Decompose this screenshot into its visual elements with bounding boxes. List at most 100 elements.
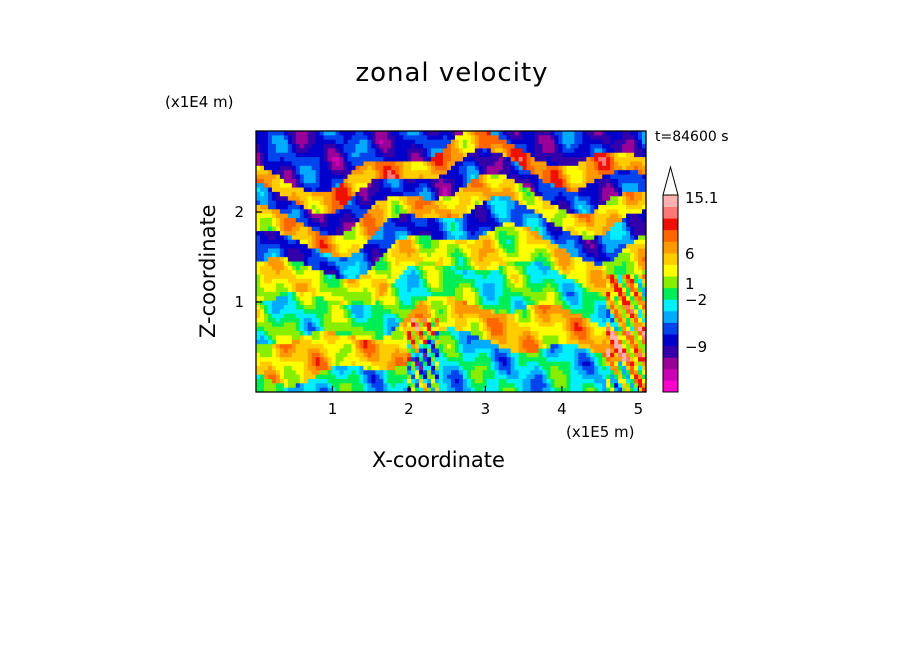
field-cell [256, 283, 261, 289]
field-cell [383, 261, 388, 267]
field-cell [466, 387, 472, 392]
field-cell [554, 374, 560, 380]
field-cell [474, 370, 480, 376]
field-cell [490, 131, 496, 136]
field-cell [530, 352, 536, 358]
field-cell [534, 326, 540, 332]
field-cell [518, 187, 524, 193]
field-cell [256, 257, 261, 263]
field-cell [490, 296, 496, 302]
field-cell [347, 174, 353, 180]
field-cell [375, 291, 380, 297]
field-cell [562, 344, 568, 350]
field-cell [427, 274, 432, 280]
field-cell [451, 335, 456, 341]
field-cell [411, 261, 416, 267]
field-cell [271, 378, 277, 384]
field-cell [299, 370, 305, 376]
field-cell [319, 287, 325, 293]
field-cell [498, 148, 504, 154]
field-cell [470, 244, 476, 250]
field-cell [462, 170, 468, 176]
field-cell [546, 348, 552, 354]
field-cell [550, 161, 556, 167]
field-cell [482, 135, 488, 141]
field-cell [319, 152, 325, 158]
field-cell [399, 161, 404, 167]
field-cell [283, 244, 289, 250]
field-cell [419, 287, 424, 293]
field-cell [411, 209, 416, 215]
field-cell [283, 331, 289, 337]
field-cell [447, 322, 452, 328]
field-cell [271, 309, 277, 315]
field-cell [411, 218, 416, 223]
field-cell [256, 361, 261, 367]
field-cell [367, 209, 373, 215]
field-cell [307, 331, 313, 337]
field-cell [287, 378, 293, 384]
field-cell [474, 274, 480, 280]
field-cell [299, 252, 305, 258]
field-cell [256, 187, 261, 193]
field-cell [550, 165, 556, 171]
field-cell [518, 196, 524, 202]
field-cell [359, 291, 365, 297]
field-cell [534, 157, 540, 163]
field-cell [482, 152, 488, 158]
field-cell [435, 161, 440, 167]
field-cell [367, 178, 373, 184]
field-cell [403, 291, 408, 297]
field-cell [279, 231, 285, 236]
field-cell [415, 139, 420, 145]
field-cell [574, 252, 579, 258]
field-cell [299, 213, 305, 219]
field-cell [267, 213, 273, 219]
field-cell [498, 274, 504, 280]
field-cell [506, 331, 512, 337]
field-cell [451, 222, 456, 228]
field-cell [510, 244, 516, 250]
field-cell [347, 139, 353, 145]
field-cell [466, 131, 472, 136]
field-cell [431, 204, 436, 210]
field-cell [546, 152, 552, 158]
field-cell [327, 252, 333, 258]
field-cell [355, 222, 361, 228]
field-cell [439, 378, 444, 384]
field-cell [411, 291, 416, 297]
field-cell [323, 365, 329, 371]
field-cell [279, 357, 285, 363]
field-cell [431, 152, 436, 158]
field-cell [399, 283, 404, 289]
field-cell [506, 383, 512, 389]
field-cell [303, 231, 309, 236]
field-cell [267, 274, 273, 280]
field-cell [530, 339, 536, 345]
field-cell [359, 344, 365, 350]
field-cell [518, 348, 524, 354]
field-cell [331, 178, 337, 184]
field-cell [522, 309, 528, 315]
field-cell [351, 148, 357, 154]
field-cell [562, 157, 568, 163]
field-cell [439, 196, 444, 202]
field-cell [347, 357, 353, 363]
field-cell [267, 231, 273, 236]
field-cell [379, 370, 384, 376]
field-cell [415, 322, 420, 328]
field-cell [315, 231, 321, 236]
field-cell [439, 309, 444, 315]
field-cell [391, 209, 396, 215]
field-cell [367, 322, 373, 328]
field-cell [435, 361, 440, 367]
field-cell [427, 222, 432, 228]
field-cell [295, 261, 301, 267]
field-cell [514, 357, 520, 363]
field-cell [375, 365, 380, 371]
field-cell [363, 326, 369, 332]
field-cell [323, 144, 329, 149]
field-cell [582, 283, 587, 289]
field-cell [371, 387, 376, 392]
field-cell [279, 283, 285, 289]
